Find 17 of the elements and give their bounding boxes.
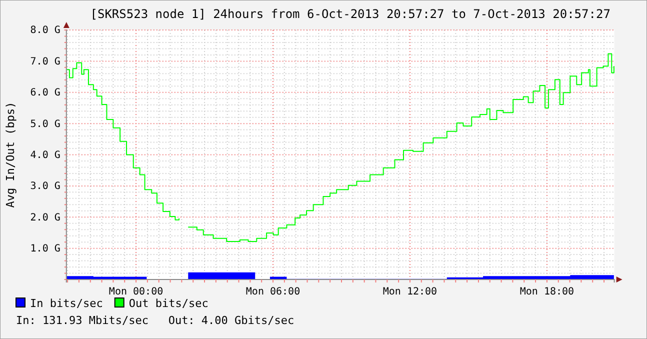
y-tick-label: 2.0 G xyxy=(30,212,60,224)
y-axis-title: Avg In/Out (bps) xyxy=(4,102,17,208)
y-tick-label: 5.0 G xyxy=(30,118,60,130)
x-tick-label: Mon 18:00 xyxy=(520,286,574,298)
text: In: 131.93 Mbits/sec Out: 4.00 Gbits/sec xyxy=(16,314,294,327)
x-tick-label: Mon 06:00 xyxy=(246,286,300,298)
y-tick-label: 8.0 G xyxy=(30,25,60,36)
x-tick-label: Mon 00:00 xyxy=(108,286,164,298)
y-tick-label: 7.0 G xyxy=(30,56,60,68)
chart-title: [SKRS523 node 1] 24hours from 6-Oct-2013 20:57:27 to 7-Oct-2013 20:57:27 xyxy=(90,7,610,21)
y-tick-label: 4.0 G xyxy=(30,150,60,161)
legend-label: Out bits/sec xyxy=(128,297,208,310)
y-tick-label: 3.0 G xyxy=(30,181,60,192)
y-tick-label: 6.0 G xyxy=(30,88,60,99)
legend-label: In bits/sec xyxy=(30,297,103,310)
y-tick-label: 1.0 G xyxy=(30,244,60,255)
x-tick-label: Mon 12:00 xyxy=(382,286,438,298)
